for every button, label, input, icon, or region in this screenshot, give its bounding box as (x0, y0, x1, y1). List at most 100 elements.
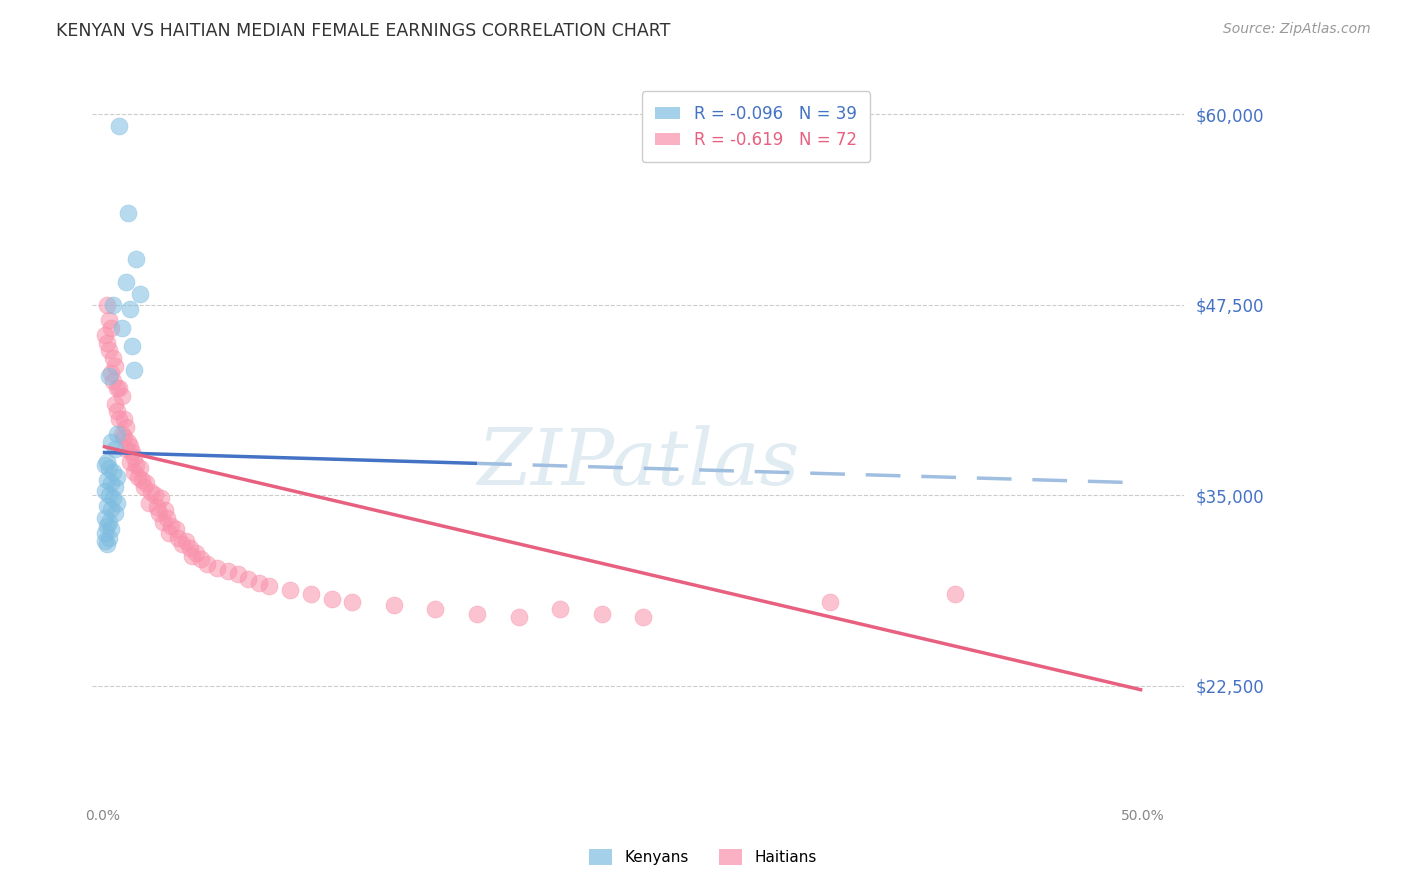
Point (105, 404, 128, 418)
Point (96, 537, 118, 551)
Point (94, 533, 117, 548)
Point (508, 610, 530, 624)
Point (103, 298, 125, 312)
Point (100, 522, 122, 536)
Point (131, 473, 153, 487)
Point (278, 582, 301, 597)
Point (148, 507, 170, 521)
Point (122, 450, 145, 464)
Point (152, 516, 174, 530)
Point (105, 381, 128, 395)
Point (166, 531, 188, 545)
Point (110, 320, 132, 334)
Point (94, 511, 117, 525)
Point (121, 339, 143, 353)
Point (150, 491, 173, 505)
Legend: Kenyans, Haitians: Kenyans, Haitians (583, 843, 823, 871)
Point (135, 475, 157, 490)
Point (633, 610, 655, 624)
Point (100, 320, 122, 334)
Point (94, 526, 117, 541)
Point (105, 470, 128, 484)
Point (121, 445, 143, 459)
Point (156, 511, 179, 525)
Point (100, 366, 122, 380)
Point (98, 516, 121, 530)
Point (104, 397, 127, 411)
Point (100, 475, 122, 490)
Point (103, 491, 125, 505)
Point (103, 465, 125, 479)
Point (217, 564, 239, 578)
Point (118, 454, 141, 468)
Point (127, 470, 149, 484)
Point (118, 302, 141, 317)
Point (98, 343, 121, 358)
Point (98, 313, 121, 327)
Point (129, 460, 152, 475)
Point (103, 351, 125, 365)
Point (174, 533, 197, 548)
Point (820, 595, 842, 609)
Point (195, 557, 218, 571)
Point (110, 427, 132, 442)
Point (157, 526, 180, 541)
Point (104, 442, 127, 457)
Text: ZIPatlas: ZIPatlas (477, 425, 800, 501)
Point (181, 549, 204, 563)
Point (94, 328, 117, 343)
Point (114, 419, 136, 434)
Point (382, 598, 405, 612)
Point (342, 595, 364, 609)
Point (96, 499, 118, 513)
Point (96, 473, 118, 487)
Point (103, 374, 125, 388)
Point (108, 830, 131, 845)
Point (100, 434, 122, 449)
Point (117, 206, 139, 220)
Point (110, 389, 132, 403)
Point (94, 458, 117, 472)
Text: KENYAN VS HAITIAN MEDIAN FEMALE EARNINGS CORRELATION CHART: KENYAN VS HAITIAN MEDIAN FEMALE EARNINGS… (56, 22, 671, 40)
Point (98, 531, 121, 545)
Point (299, 587, 322, 601)
Point (96, 298, 118, 312)
Point (122, 363, 145, 377)
Point (548, 602, 571, 616)
Point (321, 591, 343, 606)
Point (125, 458, 148, 472)
Legend: R = -0.096   N = 39, R = -0.619   N = 72: R = -0.096 N = 39, R = -0.619 N = 72 (643, 92, 870, 162)
Point (98, 488, 121, 502)
Point (186, 546, 208, 560)
Point (125, 252, 148, 266)
Point (165, 522, 187, 536)
Point (205, 561, 228, 575)
Point (465, 607, 488, 621)
Point (112, 430, 135, 444)
Point (112, 412, 135, 426)
Point (247, 576, 270, 591)
Point (108, 381, 131, 395)
Point (94, 483, 117, 498)
Point (100, 501, 122, 516)
Point (96, 518, 118, 533)
Point (257, 579, 280, 593)
Point (153, 503, 176, 517)
Point (129, 287, 152, 301)
Point (179, 541, 201, 556)
Point (134, 480, 156, 494)
Point (118, 439, 141, 453)
Point (139, 485, 162, 500)
Point (190, 552, 212, 566)
Point (117, 434, 139, 449)
Point (108, 120, 131, 134)
Point (943, 587, 966, 601)
Point (146, 500, 169, 515)
Point (170, 537, 193, 551)
Point (143, 488, 166, 502)
Point (104, 480, 127, 494)
Point (98, 460, 121, 475)
Point (98, 369, 121, 384)
Point (96, 335, 118, 350)
Point (591, 607, 613, 621)
